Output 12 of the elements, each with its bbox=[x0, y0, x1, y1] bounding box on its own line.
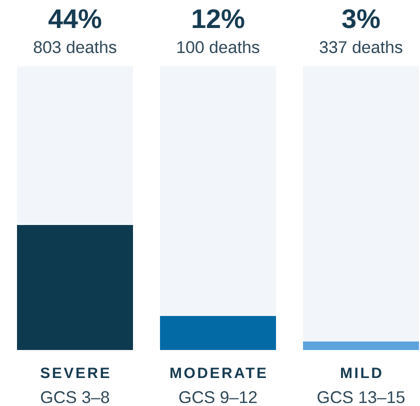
annotation: 100 deaths bbox=[177, 40, 260, 54]
text: GCS 3–8 bbox=[41, 391, 110, 404]
x-tick-label: MODERATE bbox=[170, 368, 266, 378]
x-tick-label: SEVERE bbox=[40, 368, 110, 378]
text: GCS 13–15 bbox=[318, 391, 405, 404]
x-tick-label: MILD bbox=[341, 368, 382, 378]
data-label: 12% bbox=[192, 9, 244, 28]
annotation: 803 deaths bbox=[34, 40, 116, 54]
annotation: 337 deaths bbox=[320, 40, 402, 54]
data-label: 44% bbox=[48, 9, 102, 28]
data-label: 3% bbox=[342, 9, 380, 28]
text: GCS 9–12 bbox=[179, 391, 257, 404]
